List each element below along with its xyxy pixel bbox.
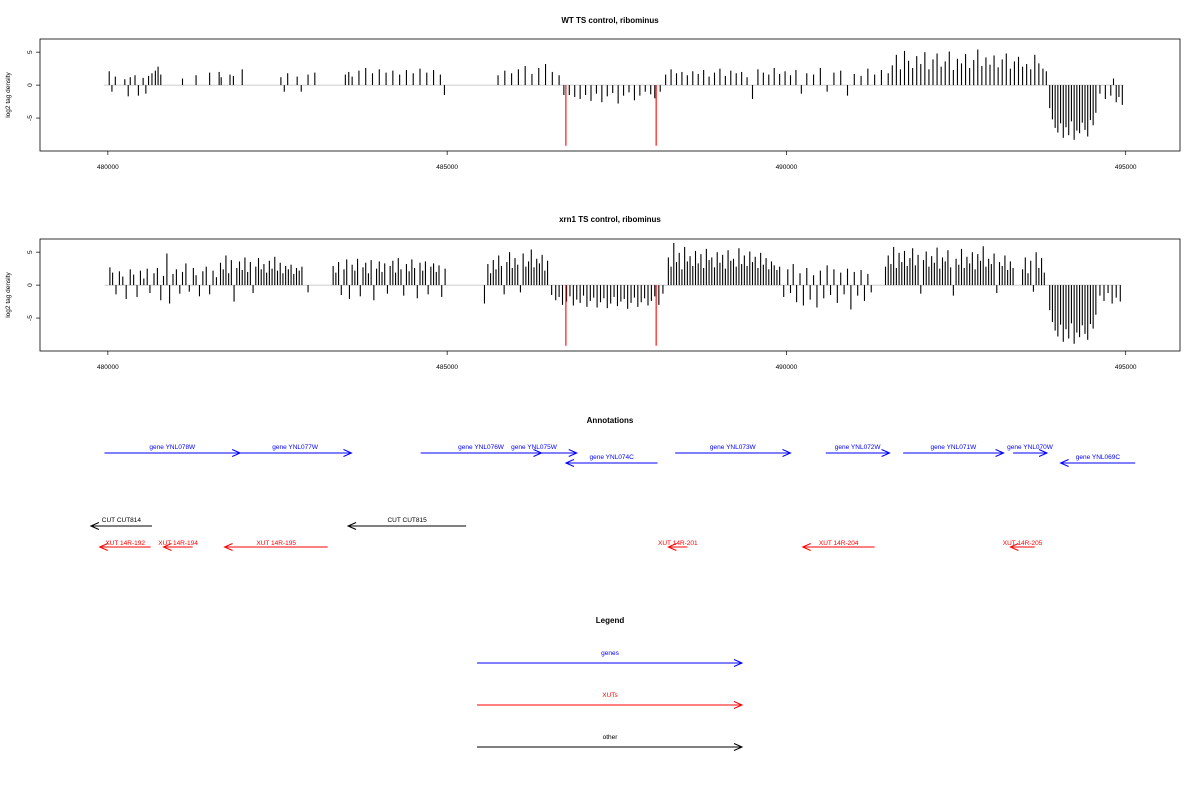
gene-arrow <box>491 449 578 457</box>
x-tick-label-wt: 495000 <box>1115 164 1137 171</box>
xut-label: XUT 14R-201 <box>658 540 698 547</box>
xut-arrow-head <box>98 543 108 551</box>
x-tick-label-wt: 480000 <box>97 164 119 171</box>
plot-frame-xrn1 <box>39 238 1181 352</box>
legend-arrow-gene-head <box>733 659 744 667</box>
plot-frame-wt <box>39 38 1181 152</box>
gene-arrow-head <box>343 449 353 457</box>
annotations-title: Annotations <box>587 416 634 425</box>
x-tick-label-xrn1: 480000 <box>97 364 119 371</box>
gene-arrow-head <box>782 449 792 457</box>
annotation-tracks: gene YNL078W gene YNL077W gene YNL076W gene… <box>89 444 1136 551</box>
xut-arrow <box>162 543 193 551</box>
gene-label: gene YNL074C <box>590 454 635 461</box>
y-tick-label-wt: 5 <box>27 50 34 54</box>
xut-arrow <box>98 543 151 551</box>
xut-arrow-head <box>1009 543 1019 551</box>
gene-label: gene YNL073W <box>710 444 757 451</box>
xut-label: XUT 14R-192 <box>105 540 145 547</box>
gene-label: gene YNL071W <box>930 444 977 451</box>
gene-label: gene YNL075W <box>511 444 558 451</box>
gene-arrow-head <box>1038 449 1049 457</box>
gene-arrow <box>238 449 353 457</box>
y-tick-label-wt: 0 <box>27 83 34 87</box>
y-tick-label-xrn1: 5 <box>27 250 34 254</box>
legend-arrow-other <box>477 743 744 751</box>
x-tick-label-xrn1: 485000 <box>436 364 458 371</box>
gene-arrow <box>903 449 1005 457</box>
legend-arrow-xut-head <box>733 701 744 709</box>
legend-arrow-other-head <box>733 743 744 751</box>
x-tick-label-xrn1: 490000 <box>776 364 798 371</box>
xut-arrow <box>801 543 875 551</box>
panel-xrn1: xrn1 TS control, ribominus log2 tag dens… <box>5 215 1181 371</box>
gene-arrow-head <box>881 449 891 457</box>
gene-label: gene YNL072W <box>835 444 882 451</box>
panel-wt: WT TS control, ribominus log2 tag densit… <box>5 16 1181 171</box>
panel-wt-ylabel: log2 tag density <box>5 71 12 117</box>
x-tick-label-wt: 485000 <box>436 164 458 171</box>
gene-arrow <box>675 449 792 457</box>
xut-arrow-head <box>162 543 172 551</box>
xut-arrow <box>667 543 688 551</box>
cut-arrow <box>346 522 467 530</box>
legend-arrow-xut <box>477 701 744 709</box>
legend-arrow-gene <box>477 659 744 667</box>
legend-items: genes XUTs other <box>477 650 744 751</box>
gene-arrow-head <box>564 459 575 467</box>
gene-label: gene YNL078W <box>149 444 196 451</box>
x-tick-label-xrn1: 495000 <box>1115 364 1137 371</box>
xut-arrow <box>223 543 328 551</box>
gene-arrow <box>825 449 891 457</box>
y-tick-label-wt: -5 <box>27 115 34 121</box>
legend-label-other: other <box>603 734 619 741</box>
xut-label: XUT 14R-205 <box>1003 540 1043 547</box>
gene-arrow <box>1013 449 1049 457</box>
x-tick-label-wt: 490000 <box>776 164 798 171</box>
xut-arrow-head <box>801 543 811 551</box>
legend-panel: Legend genes XUTs other <box>477 616 744 751</box>
gene-label: gene YNL077W <box>272 444 319 451</box>
xut-label: XUT 14R-204 <box>819 540 859 547</box>
gene-arrow <box>564 459 658 467</box>
gene-arrow-head <box>995 449 1005 457</box>
xut-arrow-head <box>667 543 677 551</box>
annotations-panel: Annotations gene YNL078W gene YNL077W gene… <box>89 416 1136 551</box>
cut-arrow-head <box>346 522 357 530</box>
panel-xrn1-ylabel: log2 tag density <box>5 271 12 317</box>
panel-wt-title: WT TS control, ribominus <box>561 16 659 25</box>
gene-label: gene YNL070W <box>1007 444 1054 451</box>
y-tick-label-xrn1: -5 <box>27 315 34 321</box>
legend-label-gene: genes <box>601 650 619 657</box>
xut-arrow <box>1009 543 1035 551</box>
xut-label: XUT 14R-194 <box>158 540 198 547</box>
panel-wt-plot: 5 0 -5 480000 485000 490000 495000 <box>27 38 1181 171</box>
legend-title: Legend <box>596 616 625 625</box>
gene-arrow <box>1059 459 1136 467</box>
gene-label: gene YNL076W <box>458 444 505 451</box>
cut-label: CUT CUT815 <box>387 517 427 524</box>
y-tick-label-xrn1: 0 <box>27 283 34 287</box>
panel-xrn1-title: xrn1 TS control, ribominus <box>559 215 661 224</box>
gene-arrow-head <box>568 449 578 457</box>
cut-label: CUT CUT814 <box>102 517 142 524</box>
legend-label-xut: XUTs <box>602 692 618 699</box>
cut-arrow-head <box>89 522 100 530</box>
xut-label: XUT 14R-195 <box>256 540 296 547</box>
gene-arrow-head <box>1059 459 1069 467</box>
xut-arrow-head <box>223 543 233 551</box>
gene-label: gene YNL069C <box>1076 454 1121 461</box>
panel-xrn1-plot: 5 0 -5 480000 485000 490000 495000 <box>27 238 1181 371</box>
cut-arrow <box>89 522 152 530</box>
